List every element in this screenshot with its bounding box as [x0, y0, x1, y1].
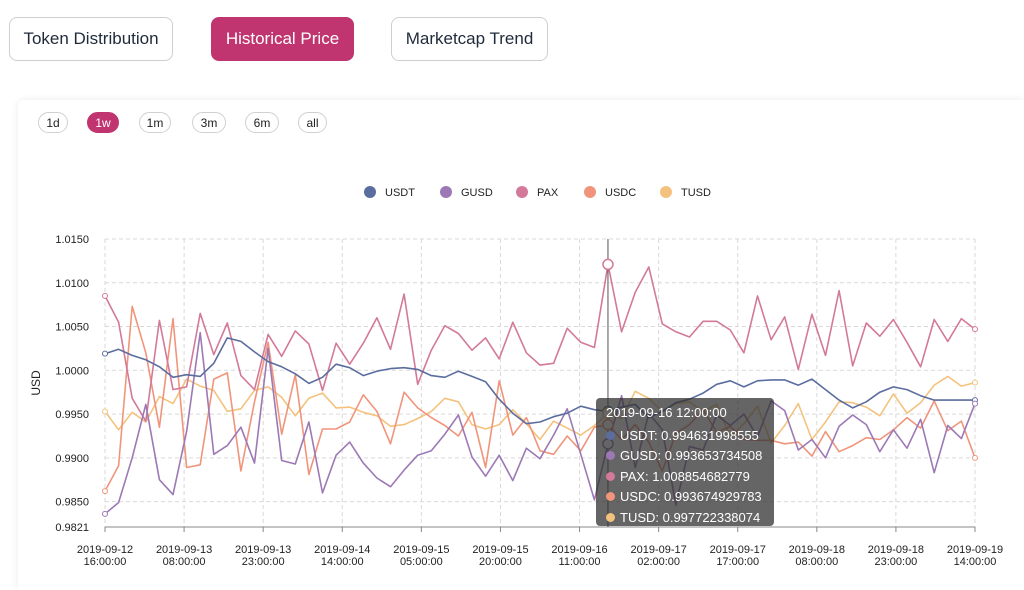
tab-historical-price[interactable]: Historical Price — [211, 17, 354, 61]
y-tick-label: 1.0100 — [55, 278, 89, 290]
chart-tooltip: 2019-09-16 12:00:00 USDT: 0.994631998555… — [596, 398, 774, 526]
point-marker-usdc — [102, 488, 108, 495]
series-line-gusd — [104, 331, 976, 515]
chart-tabs: Token Distribution Historical Price Mark… — [9, 17, 1009, 63]
tooltip-row-gusd: GUSD: 0.993653734508 — [606, 446, 764, 467]
legend-marker — [584, 186, 596, 198]
x-tick-label: 2019-09-14 14:00:00 — [314, 544, 370, 568]
point-marker-usdc — [972, 454, 978, 461]
point-marker-pax — [972, 326, 978, 333]
legend-item-gusd: GUSD — [440, 186, 493, 199]
chart-panel: 1d 1w 1m 3m 6m all — [18, 100, 1024, 590]
x-tick-label: 2019-09-12 16:00:00 — [77, 544, 133, 568]
legend-label: GUSD — [461, 187, 493, 199]
y-tick-label: 1.0150 — [55, 234, 89, 246]
point-marker-tusd — [102, 408, 108, 415]
legend-label: USDT — [385, 187, 415, 199]
legend-label: PAX — [537, 187, 559, 199]
x-tick-label: 2019-09-15 20:00:00 — [472, 544, 528, 568]
tooltip-value-usdc: USDC: 0.993674929783 — [620, 489, 762, 505]
range-button-3m[interactable]: 3m — [192, 112, 226, 133]
point-marker-gusd — [972, 400, 978, 407]
tooltip-value-tusd: TUSD: 0.997722338074 — [620, 509, 761, 525]
y-tick-label: 0.9821 — [55, 522, 89, 534]
tooltip-value-usdt: USDT: 0.994631998555 — [620, 427, 759, 443]
legend-item-pax: PAX — [516, 186, 559, 199]
usdt-marker-icon — [606, 430, 615, 440]
tooltip-value-gusd: GUSD: 0.993653734508 — [620, 448, 763, 464]
y-tick-label: 1.0050 — [55, 322, 89, 334]
series-line-tusd — [104, 375, 976, 444]
tooltip-row-pax: PAX: 1.008854682779 — [606, 466, 764, 487]
legend-marker — [440, 186, 452, 198]
point-marker-pax — [102, 292, 108, 299]
tooltip-row-usdt: USDT: 0.994631998555 — [606, 425, 764, 446]
gusd-marker-icon — [606, 451, 615, 461]
legend-label: TUSD — [681, 187, 711, 199]
y-tick-label: 1.0000 — [55, 365, 89, 377]
legend-item-usdt: USDT — [364, 186, 415, 199]
x-tick-label: 2019-09-17 17:00:00 — [710, 544, 766, 568]
legend-marker — [364, 186, 376, 198]
legend-marker — [516, 186, 528, 198]
range-button-1m[interactable]: 1m — [139, 112, 171, 133]
range-button-all[interactable]: all — [298, 112, 327, 133]
hover-marker-pax — [602, 258, 614, 271]
usdc-marker-icon — [606, 492, 615, 502]
legend-label: USDC — [605, 187, 636, 199]
x-tick-label: 2019-09-18 08:00:00 — [789, 544, 845, 568]
y-tick-label: 0.9900 — [55, 453, 89, 465]
x-tick-label: 2019-09-16 11:00:00 — [551, 544, 607, 568]
y-tick-label: 0.9850 — [55, 497, 89, 509]
x-tick-label: 2019-09-13 23:00:00 — [235, 544, 291, 568]
x-tick-label: 2019-09-15 05:00:00 — [393, 544, 449, 568]
range-button-1w[interactable]: 1w — [87, 112, 119, 133]
series-line-usdc — [104, 305, 976, 492]
tooltip-value-pax: PAX: 1.008854682779 — [620, 468, 750, 484]
y-tick-label: 0.9950 — [55, 409, 89, 421]
point-marker-tusd — [972, 379, 978, 386]
x-tick-label: 2019-09-17 02:00:00 — [630, 544, 686, 568]
tusd-marker-icon — [606, 512, 615, 522]
x-tick-label: 2019-09-19 14:00:00 — [947, 544, 1003, 568]
series-line-pax — [104, 263, 976, 422]
range-button-1d[interactable]: 1d — [38, 112, 68, 133]
legend-item-tusd: TUSD — [660, 186, 711, 199]
range-button-6m[interactable]: 6m — [245, 112, 279, 133]
legend-marker — [660, 186, 672, 198]
y-axis-label: USD — [29, 370, 43, 396]
x-tick-label: 2019-09-13 08:00:00 — [156, 544, 212, 568]
legend-item-usdc: USDC — [584, 186, 636, 199]
tab-token-distribution[interactable]: Token Distribution — [9, 17, 173, 61]
series-line-usdt — [104, 337, 975, 425]
tab-marketcap-trend[interactable]: Marketcap Trend — [391, 17, 548, 61]
tooltip-time: 2019-09-16 12:00:00 — [606, 405, 727, 420]
point-marker-gusd — [102, 510, 108, 517]
point-marker-usdt — [102, 350, 108, 357]
tooltip-row-usdc: USDC: 0.993674929783 — [606, 487, 764, 508]
pax-marker-icon — [606, 471, 615, 481]
x-tick-label: 2019-09-18 23:00:00 — [868, 544, 924, 568]
tooltip-row-tusd: TUSD: 0.997722338074 — [606, 507, 764, 528]
